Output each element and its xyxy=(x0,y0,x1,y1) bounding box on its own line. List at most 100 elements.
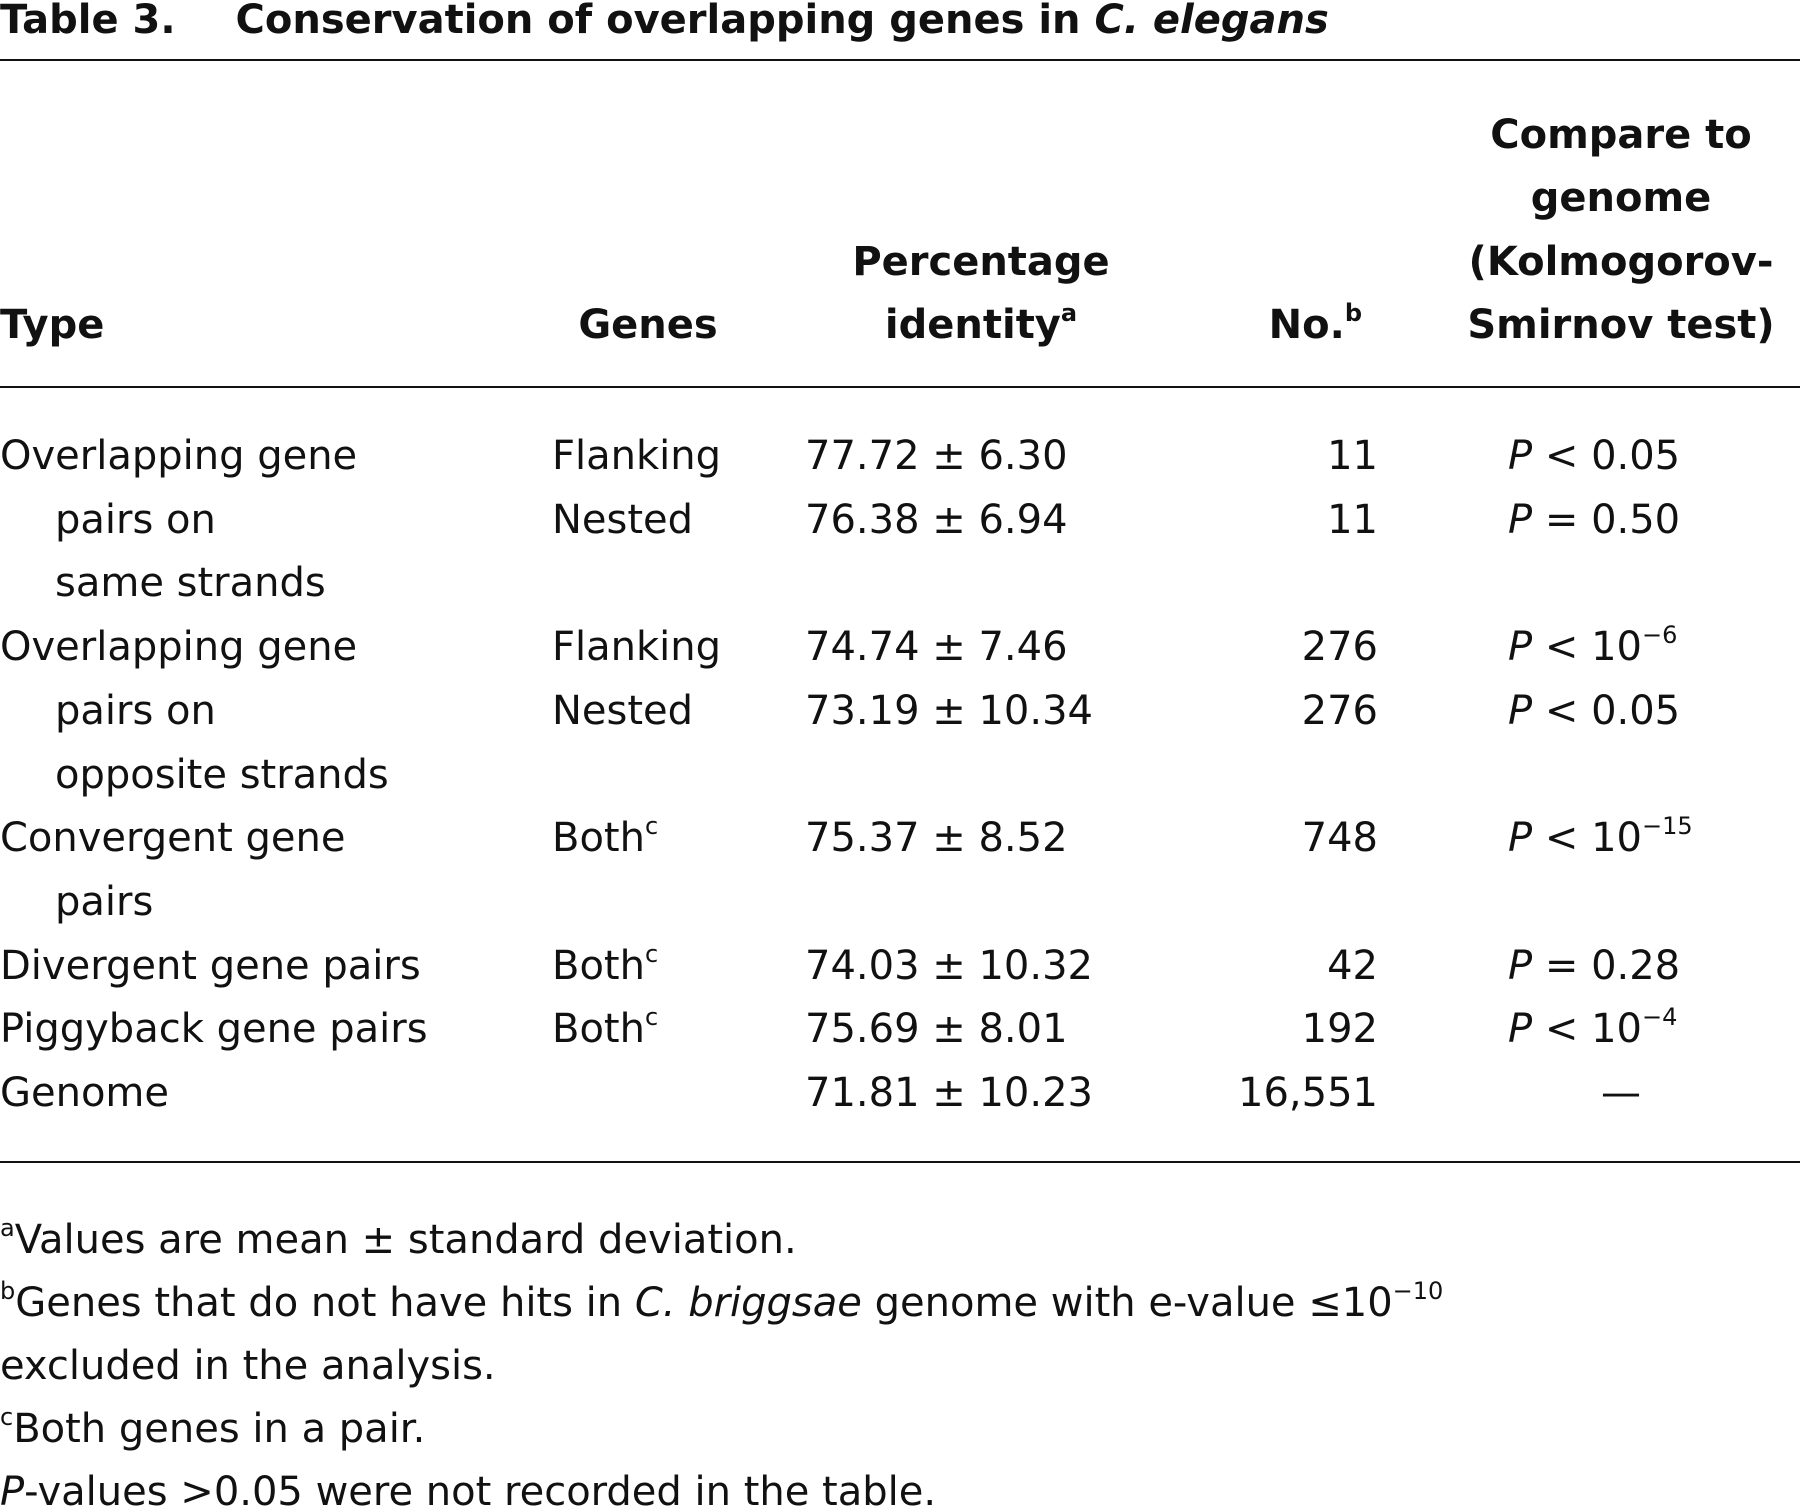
top-rule xyxy=(0,59,1800,61)
text-part: Both xyxy=(552,815,645,862)
p-value-cell: P < 10−15 xyxy=(1508,806,1693,870)
footnote: aValues are mean ± standard deviation. xyxy=(0,1208,797,1272)
text-part: Values are mean ± standard deviation. xyxy=(14,1217,797,1263)
genes-cell: Nested xyxy=(552,679,693,743)
superscript: −6 xyxy=(1641,621,1678,650)
genes-cell: Bothc xyxy=(552,806,658,870)
text-part: < 10 xyxy=(1532,815,1642,862)
superscript: −10 xyxy=(1392,1277,1444,1306)
text-part: Nested xyxy=(552,496,694,543)
text-part: P xyxy=(1508,942,1533,989)
column-header: Percentage xyxy=(531,230,1431,294)
p-value-cell: — xyxy=(1171,1061,1800,1125)
type-cell: Overlapping gene xyxy=(0,433,358,479)
genes-cell: Flanking xyxy=(552,424,721,488)
identity-cell: 74.03 ± 10.32 xyxy=(805,942,1093,989)
type-cell: pairs xyxy=(55,878,154,925)
superscript: a xyxy=(0,1214,15,1243)
p-value-cell: P < 0.05 xyxy=(1508,424,1680,488)
genes-cell: Bothc xyxy=(552,934,658,998)
type-cell: Overlapping gene xyxy=(0,624,358,671)
genes-cell: Bothc xyxy=(552,997,658,1061)
type-cell: pairs on xyxy=(55,496,216,543)
column-header: Type xyxy=(0,293,104,357)
text-part: P xyxy=(1508,687,1533,734)
superscript: b xyxy=(1344,299,1362,328)
identity-cell: 75.37 ± 8.52 xyxy=(805,815,1068,862)
footnote: cBoth genes in a pair. xyxy=(0,1397,425,1461)
text-part: P xyxy=(1508,433,1533,479)
identity-cell: 71.81 ± 10.23 xyxy=(805,1070,1093,1116)
text-part: — xyxy=(1601,1070,1641,1116)
count-cell: 192 xyxy=(1301,1006,1378,1053)
text-part: = 0.50 xyxy=(1532,496,1681,543)
header-rule xyxy=(0,386,1800,388)
table-title: Table 3. Conservation of overlapping gene… xyxy=(0,0,1329,52)
text-part: identity xyxy=(884,302,1061,348)
text-part: Nested xyxy=(552,687,694,734)
text-part: Conservation of overlapping genes in xyxy=(235,0,1095,43)
type-cell: pairs on xyxy=(55,687,216,734)
text-part: P xyxy=(1508,815,1533,862)
type-cell: Divergent gene pairs xyxy=(0,942,421,989)
footnote: bGenes that do not have hits in C. brigg… xyxy=(0,1271,1443,1335)
superscript: c xyxy=(644,812,659,841)
superscript: c xyxy=(0,1403,14,1432)
text-part: = 0.28 xyxy=(1532,942,1681,989)
text-part: Type xyxy=(0,302,105,348)
superscript: b xyxy=(0,1277,16,1306)
text-part: P xyxy=(1508,624,1533,671)
column-header: identitya xyxy=(531,293,1431,357)
text-part: Both xyxy=(552,1006,645,1053)
column-header: genome xyxy=(1171,166,1800,230)
column-header: No.b xyxy=(662,293,1362,357)
footnote: excluded in the analysis. xyxy=(0,1334,496,1398)
text-part: genome with e-value ≤10 xyxy=(861,1280,1393,1326)
footnote: P-values >0.05 were not recorded in the … xyxy=(0,1460,936,1512)
count-cell: 16,551 xyxy=(1238,1070,1378,1116)
p-value-cell: P = 0.50 xyxy=(1508,488,1680,552)
bottom-rule xyxy=(0,1161,1800,1163)
p-value-cell: P = 0.28 xyxy=(1508,934,1680,998)
identity-cell: 74.74 ± 7.46 xyxy=(805,624,1068,671)
p-value-cell: P < 10−6 xyxy=(1508,615,1677,679)
identity-cell: 73.19 ± 10.34 xyxy=(805,687,1093,734)
genes-cell: Nested xyxy=(552,488,693,552)
text-part: (Kolmogorov- xyxy=(1468,238,1774,285)
type-cell: same strands xyxy=(55,560,326,607)
column-header: Genes xyxy=(198,293,1098,357)
text-part: excluded in the analysis. xyxy=(0,1343,496,1389)
text-part: P xyxy=(1508,1006,1533,1053)
text-part: No. xyxy=(1268,302,1345,348)
text-part: Genes that do not have hits in xyxy=(15,1280,635,1326)
superscript: −4 xyxy=(1641,1003,1678,1032)
text-part: Smirnov test) xyxy=(1467,302,1775,348)
text-part: P xyxy=(1508,496,1533,543)
superscript: a xyxy=(1060,299,1078,328)
superscript: c xyxy=(644,939,659,968)
text-part: P xyxy=(0,1469,25,1512)
text-part: Compare to xyxy=(1490,111,1752,158)
count-cell: 11 xyxy=(1327,496,1378,543)
text-part: C. elegans xyxy=(1094,0,1329,43)
type-cell: Piggyback gene pairs xyxy=(0,1006,428,1053)
text-part: Flanking xyxy=(552,624,722,671)
text-part: C. briggsae xyxy=(634,1280,862,1326)
text-part: Flanking xyxy=(552,433,722,479)
text-part: < 10 xyxy=(1532,1006,1642,1053)
text-part: Table 3. xyxy=(0,0,176,43)
count-cell: 276 xyxy=(1301,687,1378,734)
type-cell: Convergent gene xyxy=(0,815,346,862)
genes-cell: Flanking xyxy=(552,615,721,679)
text-part: < 10 xyxy=(1532,624,1642,671)
count-cell: 748 xyxy=(1301,815,1378,862)
text-part: Percentage xyxy=(852,238,1110,285)
text-part: genome xyxy=(1530,175,1712,221)
p-value-cell: P < 10−4 xyxy=(1508,997,1677,1061)
text-part: Both xyxy=(552,942,645,989)
column-header: (Kolmogorov- xyxy=(1171,230,1800,294)
text-part: Both genes in a pair. xyxy=(13,1406,426,1452)
type-cell: opposite strands xyxy=(55,751,389,798)
column-header: Smirnov test) xyxy=(1171,293,1800,357)
